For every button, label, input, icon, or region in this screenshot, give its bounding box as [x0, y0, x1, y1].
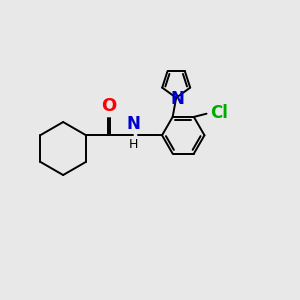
Text: H: H	[128, 138, 138, 151]
Text: N: N	[170, 90, 184, 108]
Text: N: N	[126, 115, 140, 133]
Text: O: O	[101, 97, 117, 115]
Text: Cl: Cl	[210, 103, 228, 122]
